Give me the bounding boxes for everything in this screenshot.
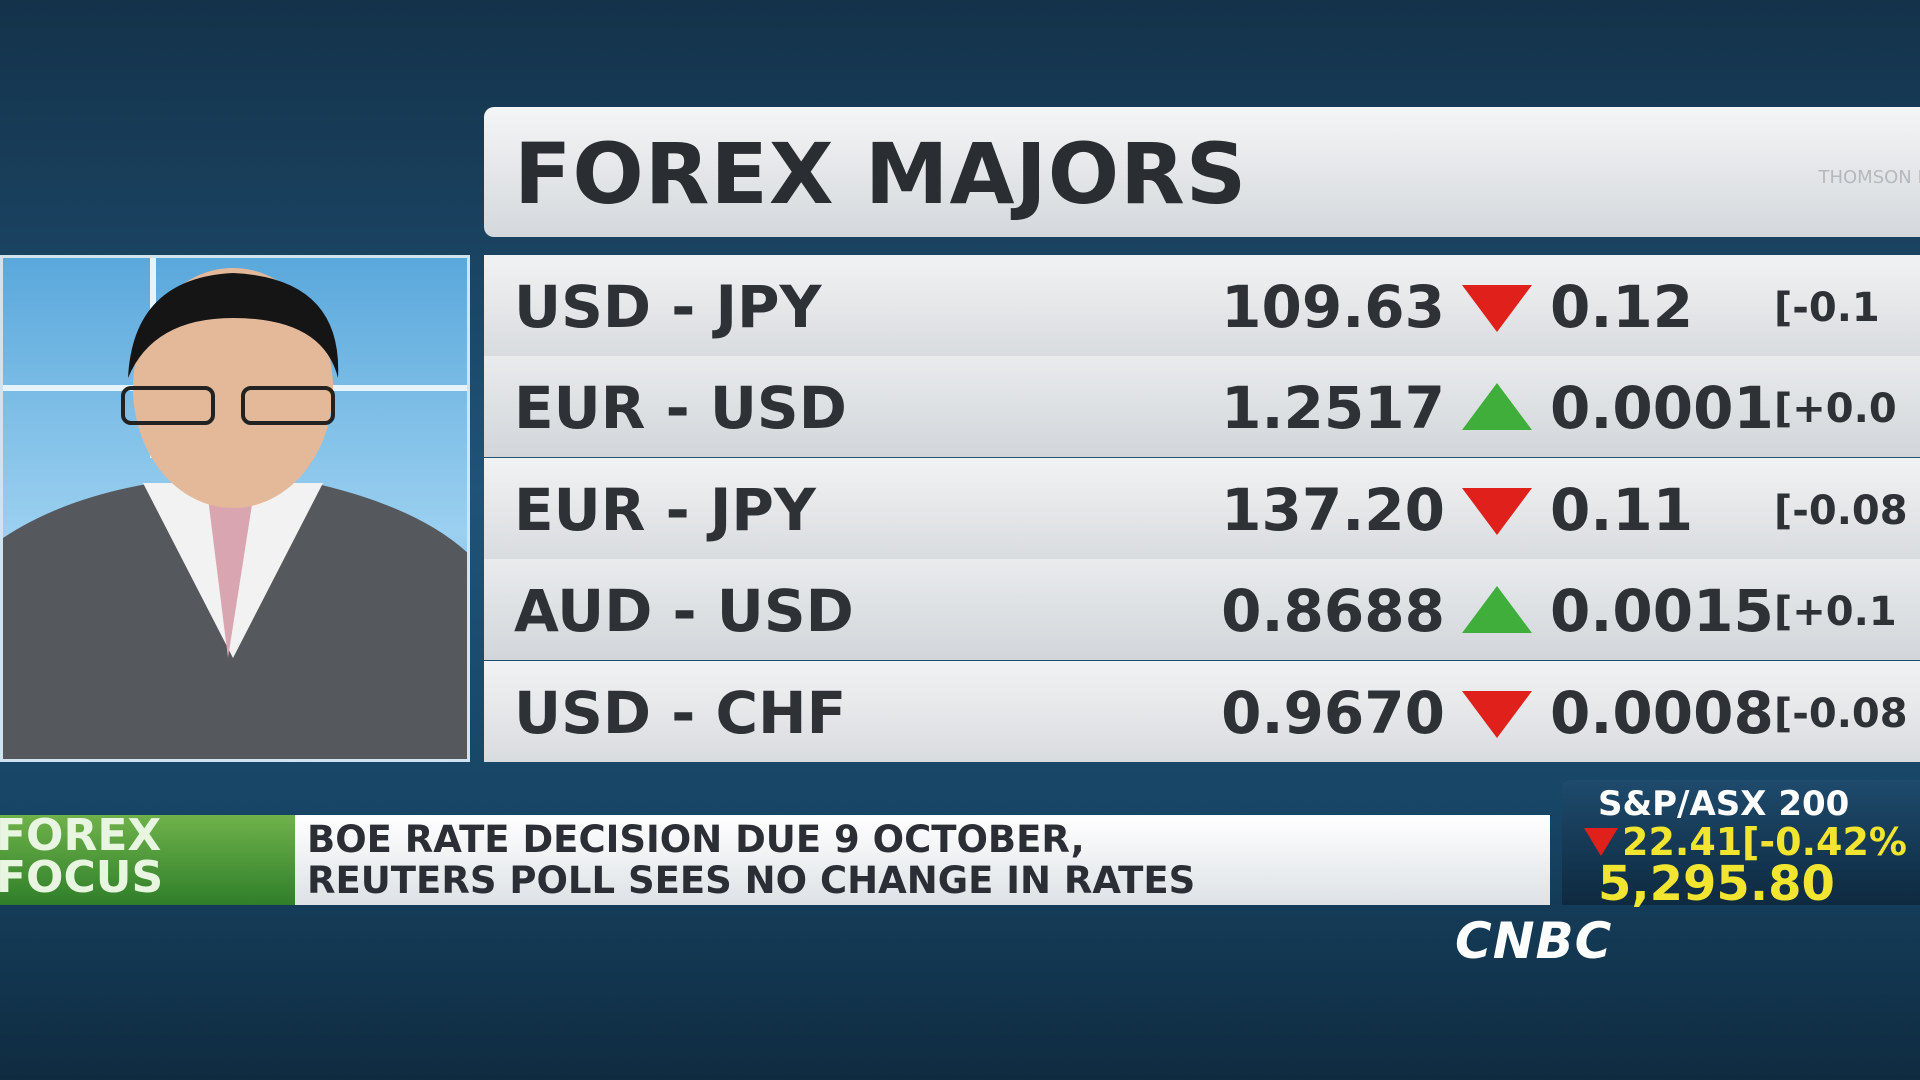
change: 0.11 xyxy=(1550,475,1694,544)
pair-name: EUR - USD xyxy=(514,374,847,443)
index-change: 22.41 xyxy=(1622,820,1743,864)
percent: [-0.1 xyxy=(1774,285,1880,331)
percent: [-0.08 xyxy=(1774,690,1908,737)
price: 1.2517 xyxy=(1221,374,1445,443)
price: 137.20 xyxy=(1221,475,1445,544)
direction-arrow xyxy=(1462,586,1532,634)
table-row: EUR - USD 1.2517 0.0001 [+0.0 xyxy=(484,356,1920,458)
index-box: S&P/ASX 200 22.41 [-0.42% 5,295.80 xyxy=(1562,780,1920,912)
percent: [+0.1 xyxy=(1774,589,1897,636)
headline-line: REUTERS POLL SEES NO CHANGE IN RATES xyxy=(307,859,1196,902)
change: 0.0001 xyxy=(1550,374,1774,443)
network-logo: CNBC xyxy=(1455,912,1613,970)
arrow-shape xyxy=(1462,383,1532,431)
price: 109.63 xyxy=(1221,273,1445,341)
direction-arrow xyxy=(1462,487,1532,535)
forex-table: USD - JPY 109.63 0.12 [-0.1 EUR - USD 1.2517 0… xyxy=(484,255,1920,762)
index-name: S&P/ASX 200 xyxy=(1598,784,1850,824)
ticker-label-line: FOCUS xyxy=(0,852,164,903)
pair-name: USD - JPY xyxy=(514,273,822,341)
arrow-shape xyxy=(1462,487,1532,535)
pair-name: EUR - JPY xyxy=(514,475,816,544)
ticker-label-line: FOREX xyxy=(0,815,162,861)
panel-title: FOREX MAJORS xyxy=(514,125,1248,223)
table-row: AUD - USD 0.8688 0.0015 [+0.1 xyxy=(484,559,1920,661)
table-row: EUR - JPY 137.20 0.11 [-0.08 xyxy=(484,457,1920,559)
headline-line: BOE RATE DECISION DUE 9 OCTOBER, xyxy=(307,818,1085,861)
direction-arrow xyxy=(1462,285,1532,332)
change: 0.0008 xyxy=(1550,678,1774,747)
direction-arrow xyxy=(1462,383,1532,431)
percent: [+0.0 xyxy=(1774,386,1897,433)
price: 0.9670 xyxy=(1221,678,1445,747)
arrow-shape xyxy=(1462,586,1532,634)
pair-name: USD - CHF xyxy=(514,678,847,747)
percent: [-0.08 xyxy=(1774,487,1908,534)
index-arrow xyxy=(1584,828,1618,856)
ticker-headline: BOE RATE DECISION DUE 9 OCTOBER, REUTERS … xyxy=(295,815,1550,905)
table-row: USD - JPY 109.63 0.12 [-0.1 xyxy=(484,255,1920,356)
watermark: THOMSON R xyxy=(1818,167,1920,188)
presenter-figure xyxy=(3,258,467,759)
index-level: 5,295.80 xyxy=(1598,856,1835,912)
arrow-shape xyxy=(1462,690,1532,738)
table-row: USD - CHF 0.9670 0.0008 [-0.08 xyxy=(484,660,1920,762)
ticker-label: FOREX FOCUS xyxy=(0,815,295,905)
direction-arrow xyxy=(1462,690,1532,738)
change: 0.0015 xyxy=(1550,577,1774,646)
presenter-video xyxy=(0,255,470,762)
change: 0.12 xyxy=(1550,273,1694,341)
pair-name: AUD - USD xyxy=(514,577,854,646)
header-panel: FOREX MAJORS THOMSON R xyxy=(484,107,1920,237)
index-percent: [-0.42% xyxy=(1742,820,1907,864)
price: 0.8688 xyxy=(1221,577,1445,646)
arrow-shape xyxy=(1462,285,1532,332)
